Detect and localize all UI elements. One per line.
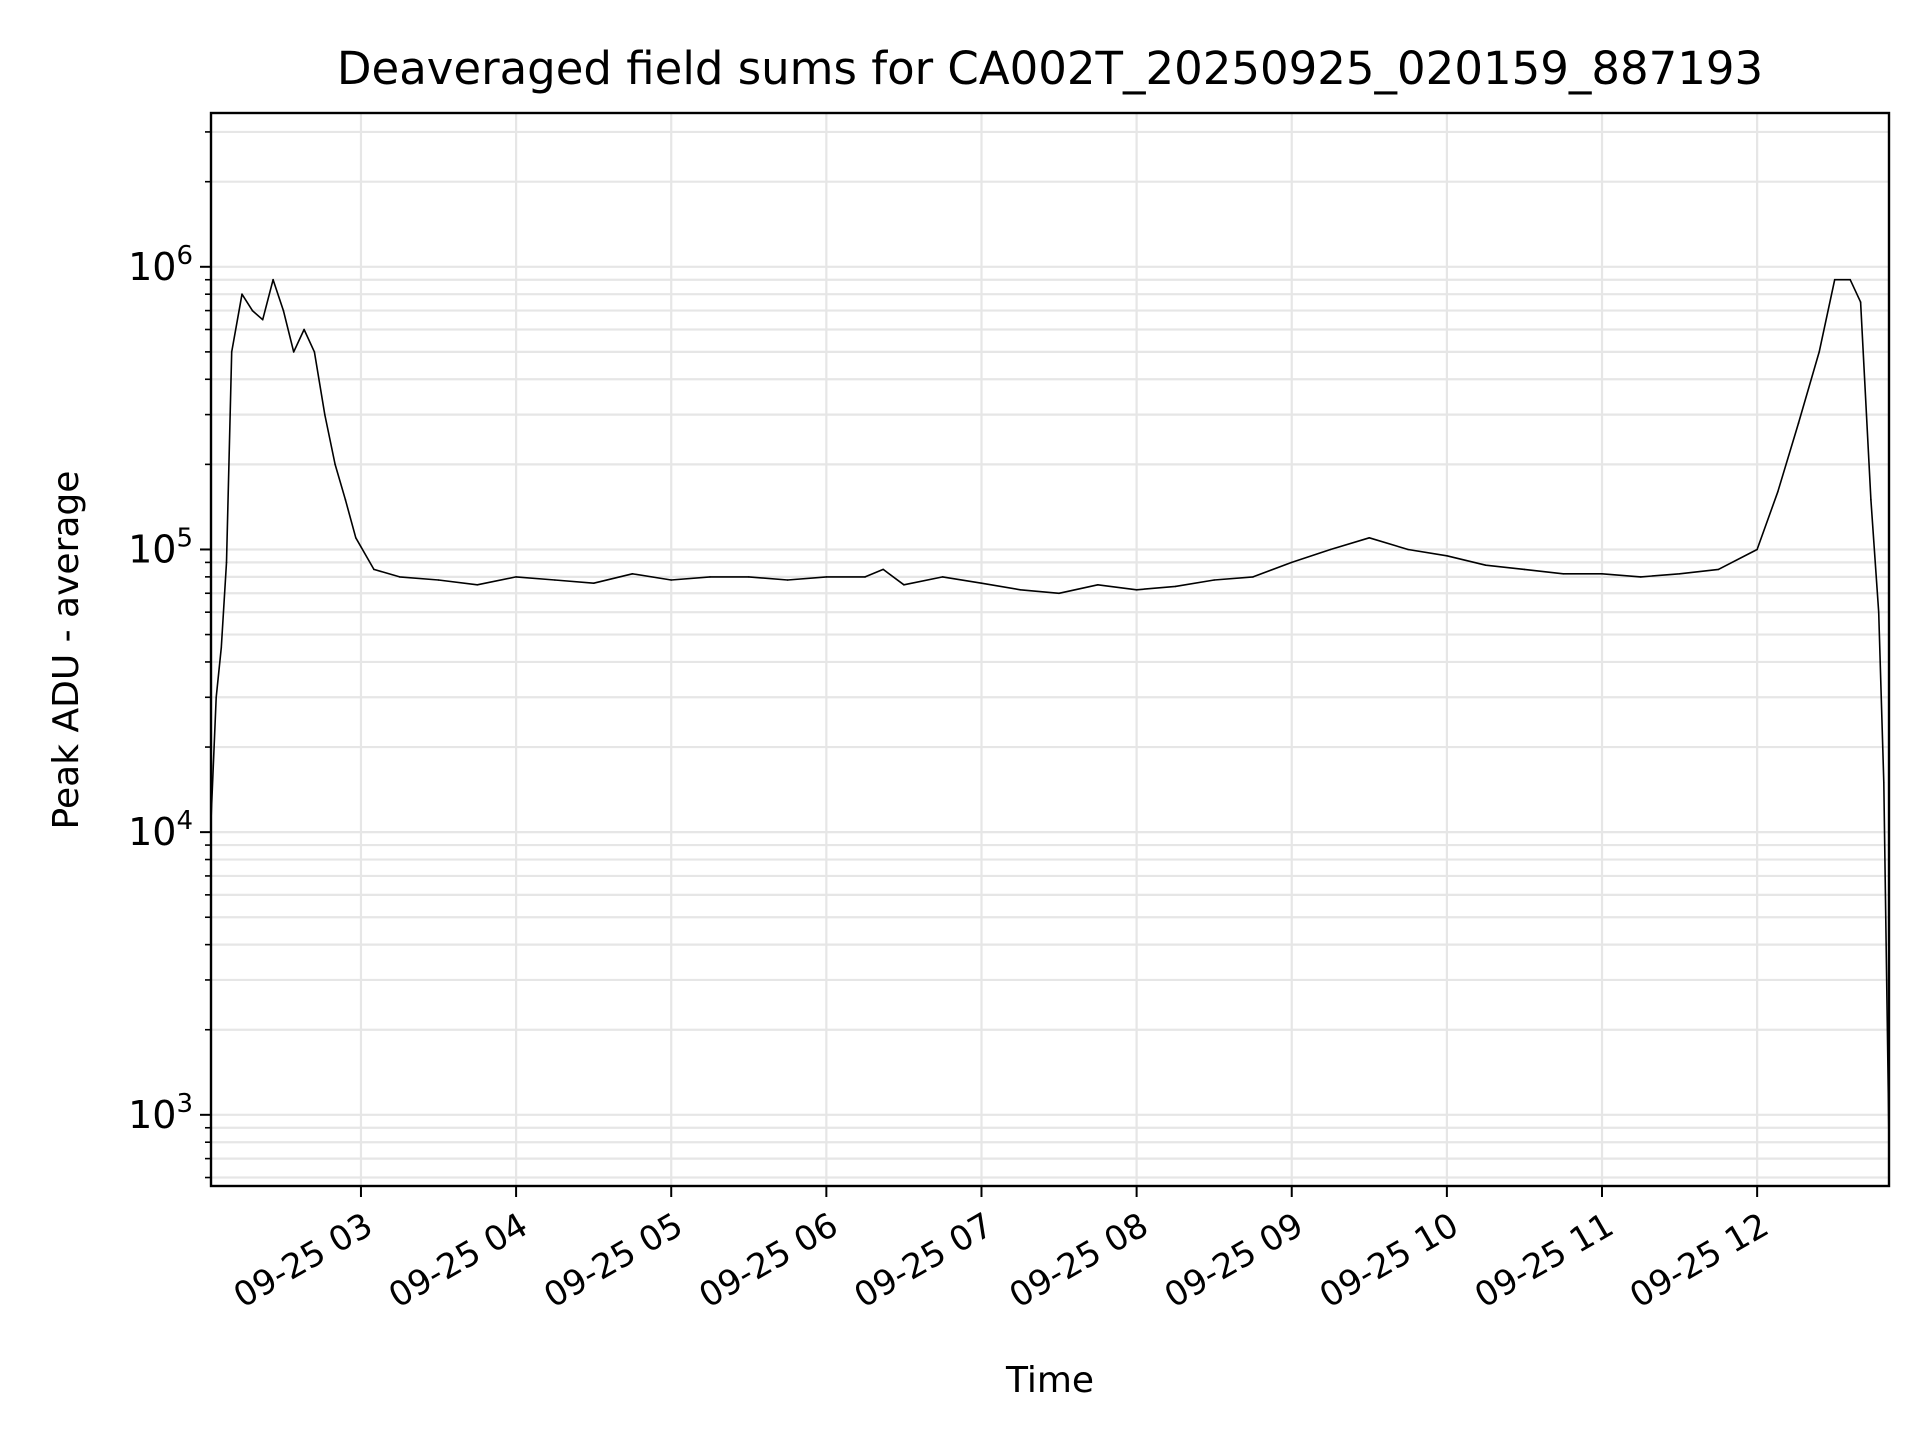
data-point [1213,579,1215,581]
y-tick-label: 105 [128,523,193,571]
data-point [1777,491,1779,493]
y-tick-exponent: 5 [176,523,193,553]
data-point [631,573,634,575]
data-point [251,309,254,312]
data-point [903,584,905,586]
data-point [225,561,228,564]
data-point [515,576,517,578]
data-point [344,498,347,501]
data-point [1446,555,1448,557]
x-axis-label: Time [1005,1360,1094,1401]
data-point [1290,561,1293,564]
data-point [398,576,401,578]
data-point [1877,611,1880,613]
data-point [220,646,223,649]
data-point [1562,573,1564,575]
data-point [1678,573,1681,575]
data-point [864,576,866,578]
data-point [282,309,285,312]
data-point [1368,537,1371,539]
data-point [1849,278,1851,281]
y-tick-label: 104 [128,806,193,854]
data-point [272,278,274,281]
y-tick-base: 10 [128,1093,176,1137]
y-tick-exponent: 6 [176,241,193,271]
y-tick-label: 106 [128,241,193,289]
data-point [292,351,295,353]
plot-frame [209,111,1891,1188]
data-point [334,463,336,466]
data-point [1135,589,1138,591]
data-point [882,568,884,571]
data-point [1174,585,1177,588]
data-point [324,413,326,416]
data-point [786,579,789,581]
data-point [980,582,983,584]
data-point [476,584,479,586]
y-axis-label: Peak ADU - average [46,471,87,830]
data-point [1601,573,1603,575]
grid-lines [211,113,1889,1186]
y-tick-label: 103 [128,1089,193,1137]
data-point [1717,568,1720,571]
data-point [1859,301,1862,303]
data-point [1484,564,1487,566]
data-point [941,576,944,578]
data-point [670,579,672,581]
data-point [1407,548,1409,551]
data-point [554,579,556,581]
data-point [1019,589,1022,591]
data-point [215,696,217,699]
data-point [825,576,828,578]
chart-title: Deaveraged field sums for CA002T_2025092… [337,42,1763,95]
y-tick-exponent: 3 [176,1089,193,1119]
data-point [1523,568,1526,571]
y-tick-base: 10 [128,245,176,289]
data-point [1058,592,1060,595]
data-point [1797,422,1800,424]
data-point [709,576,711,578]
data-point [1756,548,1758,551]
y-tick-base: 10 [128,810,176,854]
data-point [748,576,750,578]
data-series [210,278,1890,1143]
data-point [1883,781,1885,784]
data-point [1870,498,1872,501]
data-point [230,351,233,353]
data-point [1833,278,1836,281]
data-point [1640,576,1642,578]
y-tick-exponent: 4 [176,806,193,836]
data-point [355,537,357,539]
data-point [1329,548,1332,551]
data-point [1818,351,1820,353]
data-point [261,318,264,321]
data-point [1097,584,1099,586]
data-point [313,351,316,353]
data-point [592,582,595,584]
data-point [373,568,375,571]
y-tick-base: 10 [128,527,176,571]
data-point [437,579,440,581]
data-point [241,293,243,296]
data-point [1252,576,1254,578]
data-point [303,328,305,331]
